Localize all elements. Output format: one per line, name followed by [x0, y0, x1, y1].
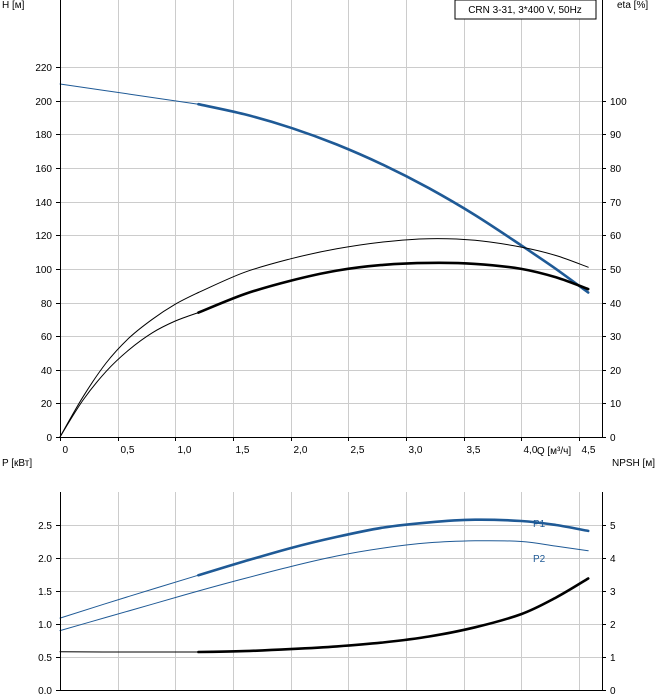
y-tick-label: 1.5 [38, 587, 52, 598]
y-tick-label: 1.0 [38, 620, 52, 631]
y2-tick-label: 40 [610, 299, 622, 310]
x-tick-label: 3,0 [409, 445, 423, 456]
y-tick-label: 40 [41, 366, 53, 377]
y2-tick-label: 5 [610, 521, 616, 532]
series-line [197, 238, 589, 293]
x-tick-label: 1,5 [236, 445, 250, 456]
bottom-axes [56, 492, 606, 691]
y-tick-label: 0 [46, 433, 52, 444]
x-tick-label: 1,0 [178, 445, 192, 456]
y-tick-label: 0.0 [38, 686, 52, 697]
x-tick-label: 0,5 [121, 445, 135, 456]
y2-tick-label: 4 [610, 554, 616, 565]
y2-tick-label: 2 [610, 620, 616, 631]
x-tick-label: 4,5 [582, 445, 596, 456]
top-series [59, 83, 590, 438]
series-line [59, 312, 199, 438]
bottom-series [59, 518, 590, 654]
y-tick-label: 0.5 [38, 653, 52, 664]
y2-tick-label: 30 [610, 332, 622, 343]
y-tick-label: 80 [41, 299, 53, 310]
x-tick-label: 3,5 [467, 445, 481, 456]
y2-tick-label: 70 [610, 198, 622, 209]
power-npsh-chart: 0.0 0.5 1.0 1.5 2.0 2.5 0 1 2 3 4 5 P [кВт] NPSH [м… [2, 458, 655, 697]
y-tick-label: 60 [41, 332, 53, 343]
series-line [59, 540, 589, 632]
top-grid [60, 0, 602, 437]
top-labels: 0 0,5 1,0 1,5 2,0 2,5 3,0 3,5 4,0 4,5020406080100… [35, 63, 627, 456]
y2-tick-label: 50 [610, 265, 622, 276]
series-line [197, 518, 590, 577]
chart-title: CRN 3-31, 3*400 V, 50Hz [468, 5, 582, 16]
bottom-right-axis-title: NPSH [м] [612, 458, 655, 469]
bottom-grid [60, 492, 602, 690]
top-left-axis-title: H [м] [2, 0, 25, 11]
series-line [197, 102, 590, 294]
y2-tick-label: 20 [610, 366, 622, 377]
y2-tick-label: 3 [610, 587, 616, 598]
y2-tick-label: 10 [610, 399, 622, 410]
y-tick-label: 160 [35, 164, 52, 175]
top-axes [56, 0, 606, 441]
series-line [59, 574, 199, 619]
y-tick-label: 180 [35, 130, 52, 141]
y-tick-label: 2.5 [38, 521, 52, 532]
y-tick-label: 20 [41, 399, 53, 410]
x-tick-label: 2,5 [351, 445, 365, 456]
series-line [197, 261, 590, 314]
y2-tick-label: 90 [610, 130, 622, 141]
y2-tick-label: 0 [610, 433, 616, 444]
series-line [59, 83, 199, 105]
series-label-p2: P2 [533, 554, 546, 565]
y2-tick-label: 1 [610, 653, 616, 664]
series-line [59, 292, 199, 438]
x-tick-label: 2,0 [294, 445, 308, 456]
head-efficiency-chart: 0 0,5 1,0 1,5 2,0 2,5 3,0 3,5 4,0 4,5020406080100… [2, 0, 648, 457]
y2-tick-label: 100 [610, 97, 627, 108]
top-right-axis-title: eta [%] [617, 0, 648, 11]
bottom-labels: 0.0 0.5 1.0 1.5 2.0 2.5 0 1 2 3 4 5 [38, 521, 616, 697]
y-tick-label: 220 [35, 63, 52, 74]
x-tick-label: 0 [63, 445, 69, 456]
x-axis-label: Q [м³/ч] [537, 446, 572, 457]
y-tick-label: 2.0 [38, 554, 52, 565]
y2-tick-label: 0 [610, 686, 616, 697]
series-line [197, 577, 590, 654]
series-label-p1: P1 [533, 519, 546, 530]
y2-tick-label: 80 [610, 164, 622, 175]
y-tick-label: 200 [35, 97, 52, 108]
bottom-left-axis-title: P [кВт] [2, 458, 32, 469]
y-tick-label: 120 [35, 231, 52, 242]
x-tick-label: 4,0 [524, 445, 538, 456]
y-tick-label: 140 [35, 198, 52, 209]
y-tick-label: 100 [35, 265, 52, 276]
y2-tick-label: 60 [610, 231, 622, 242]
chart-title-box [454, 0, 597, 20]
